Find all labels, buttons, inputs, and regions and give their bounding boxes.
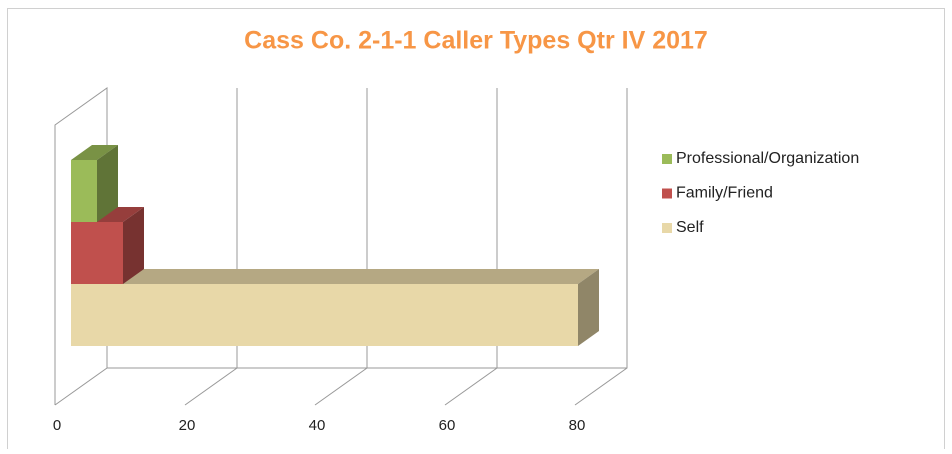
legend-swatch <box>662 223 672 233</box>
bar-top <box>71 145 118 160</box>
bar-side <box>97 145 118 222</box>
legend-swatch <box>662 154 672 164</box>
x-tick-label: 40 <box>309 417 326 434</box>
legend-label: Self <box>676 219 704 236</box>
bar-side <box>578 269 599 346</box>
bar-top <box>71 269 599 284</box>
grid-line <box>314 88 368 406</box>
grid-line <box>184 88 238 406</box>
bar <box>71 160 97 222</box>
chart-frame <box>7 8 945 454</box>
x-tick-label: 0 <box>53 417 61 434</box>
bar <box>71 222 123 284</box>
bar-side <box>123 207 144 284</box>
x-tick-label: 80 <box>569 417 586 434</box>
grid-line <box>574 88 628 406</box>
legend-label: Family/Friend <box>676 185 773 202</box>
legend-swatch <box>662 188 672 199</box>
x-tick-label: 20 <box>179 417 196 434</box>
chart-title: Cass Co. 2-1-1 Caller Types Qtr IV 2017 <box>244 27 708 55</box>
grid-line <box>444 88 498 406</box>
bar <box>71 284 578 346</box>
legend-label: Professional/Organization <box>676 150 859 167</box>
x-tick-label: 60 <box>439 417 456 434</box>
